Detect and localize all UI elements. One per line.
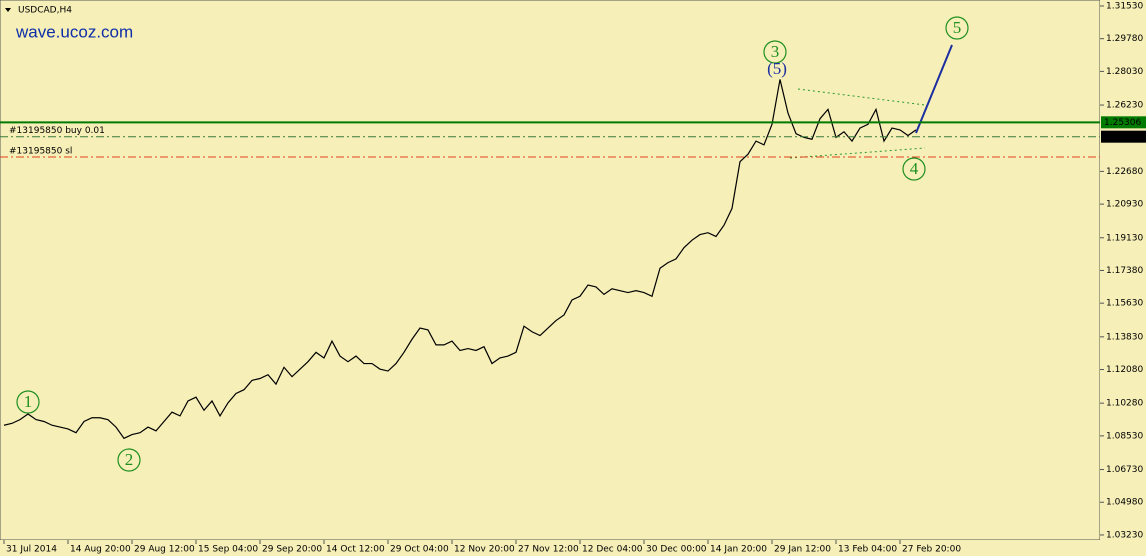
level-axis-label: 1.25306 xyxy=(1104,118,1141,128)
y-tick-label: 1.28030 xyxy=(1106,67,1143,77)
x-tick-label: 12 Nov 20:00 xyxy=(454,545,515,555)
level-axis-label: 1.24537 xyxy=(1104,132,1141,142)
y-tick-label: 1.12080 xyxy=(1106,365,1143,375)
wave-label: 2 xyxy=(125,450,134,469)
wave-circle xyxy=(16,390,40,414)
x-tick-label: 14 Jan 20:00 xyxy=(710,545,767,555)
y-tick-label: 1.26230 xyxy=(1106,101,1143,111)
chart-title: USDCAD,H4 xyxy=(18,6,72,16)
x-tick-label: 30 Dec 00:00 xyxy=(646,545,707,555)
x-tick-label: 14 Aug 20:00 xyxy=(70,545,131,555)
price-line xyxy=(3,79,917,440)
x-tick-label: 14 Oct 12:00 xyxy=(326,545,385,555)
wave-circle xyxy=(945,16,969,40)
wave-circle xyxy=(763,40,787,64)
x-tick-label: 29 Jan 12:00 xyxy=(774,545,831,555)
x-tick-label: 29 Sep 20:00 xyxy=(262,545,322,555)
y-tick-label: 1.22680 xyxy=(1106,167,1143,177)
level-label: #13195850 buy 0.01 xyxy=(9,126,105,136)
wave-label: 1 xyxy=(24,392,33,411)
y-tick-label: 1.19130 xyxy=(1106,233,1143,243)
wave-label: 3 xyxy=(771,42,780,61)
y-tick-label: 1.31530 xyxy=(1106,1,1143,11)
y-axis-area xyxy=(1100,0,1146,556)
wave-label: (5) xyxy=(767,59,787,78)
y-tick-label: 1.29780 xyxy=(1106,34,1143,44)
title-arrow xyxy=(5,8,11,12)
y-tick-label: 1.13830 xyxy=(1106,332,1143,342)
x-tick-label: 29 Aug 12:00 xyxy=(134,545,195,555)
level-axis-box xyxy=(1101,116,1146,129)
x-tick-label: 31 Jul 2014 xyxy=(6,545,57,555)
x-tick-label: 27 Nov 12:00 xyxy=(518,545,579,555)
plot-area xyxy=(0,0,1101,541)
y-tick-label: 1.10280 xyxy=(1106,399,1143,409)
y-tick-label: 1.03230 xyxy=(1106,530,1143,540)
level-label: #13195850 sl xyxy=(9,147,72,157)
x-tick-label: 27 Feb 20:00 xyxy=(902,545,961,555)
y-tick-label: 1.08530 xyxy=(1106,431,1143,441)
x-tick-label: 13 Feb 04:00 xyxy=(838,545,897,555)
wave-circle xyxy=(902,157,926,181)
y-tick-label: 1.06730 xyxy=(1106,465,1143,475)
y-tick-label: 1.17380 xyxy=(1106,266,1143,276)
y-tick-label: 1.15630 xyxy=(1106,299,1143,309)
wave-label: 5 xyxy=(953,18,962,37)
wave-projection xyxy=(915,44,953,134)
x-axis-area xyxy=(0,540,1100,556)
triangle-upper xyxy=(797,88,926,106)
watermark: wave.ucoz.com xyxy=(15,22,133,41)
y-tick-label: 1.20930 xyxy=(1106,200,1143,210)
x-tick-label: 29 Oct 04:00 xyxy=(390,545,449,555)
x-tick-label: 15 Sep 04:00 xyxy=(198,545,258,555)
x-tick-label: 12 Dec 04:00 xyxy=(582,545,643,555)
wave-label: 4 xyxy=(910,159,919,178)
level-axis-box xyxy=(1101,130,1146,143)
y-tick-label: 1.04980 xyxy=(1106,498,1143,508)
wave-circle xyxy=(117,448,141,472)
